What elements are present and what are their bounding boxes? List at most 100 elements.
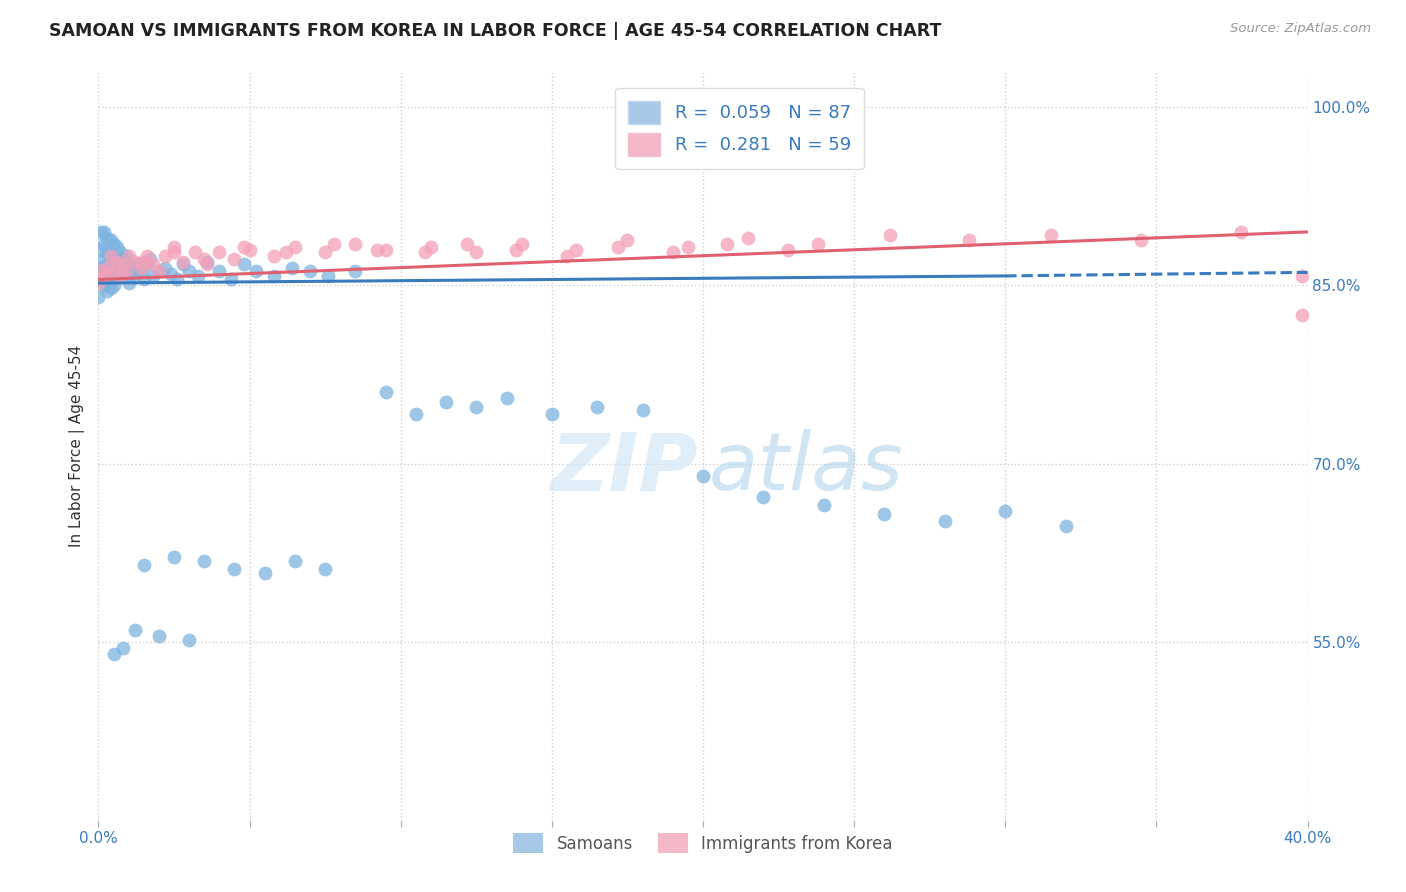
Point	[555, 249, 578, 263]
Point	[253, 566, 276, 581]
Point	[263, 249, 285, 263]
Point	[90, 264, 112, 278]
Point	[813, 499, 835, 513]
Point	[179, 632, 201, 647]
Point	[153, 260, 176, 275]
Point	[124, 254, 146, 268]
Point	[737, 231, 759, 245]
Point	[1230, 225, 1253, 239]
Point	[263, 268, 285, 283]
Point	[153, 249, 176, 263]
Point	[284, 240, 307, 254]
Point	[142, 268, 165, 283]
Point	[148, 264, 170, 278]
Point	[245, 264, 267, 278]
Point	[148, 264, 170, 278]
Point	[299, 264, 322, 278]
Point	[114, 264, 136, 278]
Point	[96, 268, 118, 283]
Point	[187, 268, 209, 283]
Point	[776, 243, 799, 257]
Point	[124, 624, 146, 638]
Point	[135, 249, 157, 263]
Point	[96, 245, 118, 260]
Point	[100, 264, 122, 278]
Point	[163, 245, 186, 260]
Point	[93, 264, 115, 278]
Point	[1039, 228, 1062, 243]
Point	[103, 236, 125, 251]
Point	[118, 249, 141, 263]
Point	[96, 260, 118, 275]
Point	[1130, 233, 1153, 247]
Point	[90, 260, 112, 275]
Text: SAMOAN VS IMMIGRANTS FROM KOREA IN LABOR FORCE | AGE 45-54 CORRELATION CHART: SAMOAN VS IMMIGRANTS FROM KOREA IN LABOR…	[49, 22, 942, 40]
Point	[495, 392, 517, 406]
Point	[111, 252, 134, 267]
Point	[108, 268, 131, 283]
Y-axis label: In Labor Force | Age 45-54: In Labor Force | Age 45-54	[69, 345, 86, 547]
Point	[93, 236, 115, 251]
Point	[163, 240, 186, 254]
Point	[90, 243, 112, 257]
Point	[111, 641, 134, 656]
Point	[129, 264, 152, 278]
Point	[87, 267, 110, 281]
Point	[103, 278, 125, 293]
Text: atlas: atlas	[709, 429, 904, 508]
Point	[456, 236, 478, 251]
Point	[232, 240, 254, 254]
Point	[434, 395, 457, 409]
Point	[111, 257, 134, 271]
Point	[90, 225, 112, 239]
Point	[957, 233, 980, 247]
Point	[103, 264, 125, 278]
Point	[873, 507, 896, 521]
Point	[465, 245, 488, 260]
Point	[934, 514, 956, 528]
Point	[114, 249, 136, 263]
Point	[90, 272, 112, 286]
Point	[96, 257, 118, 271]
Point	[179, 264, 201, 278]
Point	[100, 281, 122, 295]
Point	[344, 264, 367, 278]
Point	[752, 490, 775, 504]
Point	[807, 236, 830, 251]
Point	[239, 243, 262, 257]
Point	[127, 257, 149, 271]
Point	[142, 257, 165, 271]
Point	[314, 245, 336, 260]
Point	[129, 260, 152, 275]
Point	[879, 228, 901, 243]
Point	[105, 254, 128, 268]
Point	[118, 276, 141, 290]
Point	[420, 240, 443, 254]
Point	[93, 268, 115, 283]
Point	[994, 504, 1017, 518]
Point	[121, 264, 143, 278]
Point	[166, 272, 188, 286]
Point	[366, 243, 388, 257]
Point	[96, 285, 118, 299]
Legend: Samoans, Immigrants from Korea: Samoans, Immigrants from Korea	[505, 825, 901, 861]
Point	[100, 249, 122, 263]
Point	[565, 243, 588, 257]
Point	[108, 264, 131, 278]
Point	[105, 268, 128, 283]
Point	[631, 403, 654, 417]
Point	[1291, 308, 1313, 322]
Point	[676, 240, 699, 254]
Point	[114, 264, 136, 278]
Point	[413, 245, 436, 260]
Point	[540, 407, 562, 421]
Point	[208, 264, 231, 278]
Point	[100, 233, 122, 247]
Point	[184, 245, 207, 260]
Point	[374, 243, 396, 257]
Point	[374, 385, 396, 400]
Point	[232, 257, 254, 271]
Point	[193, 554, 215, 568]
Point	[208, 245, 231, 260]
Point	[132, 272, 155, 286]
